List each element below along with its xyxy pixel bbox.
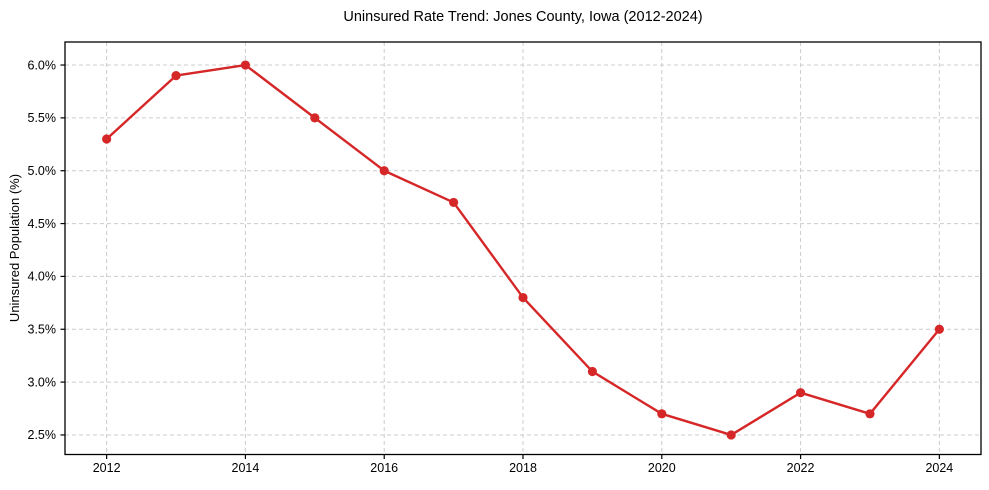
y-tick-label: 4.5% bbox=[28, 217, 57, 231]
y-tick-label: 3.0% bbox=[28, 375, 57, 389]
y-tick-label: 2.5% bbox=[28, 428, 57, 442]
x-tick-label: 2024 bbox=[925, 461, 953, 475]
y-tick-label: 5.5% bbox=[28, 111, 57, 125]
x-tick-label: 2014 bbox=[232, 461, 260, 475]
x-tick-label: 2016 bbox=[370, 461, 398, 475]
data-point-marker bbox=[102, 134, 112, 144]
series-layer bbox=[102, 60, 944, 440]
x-tick-label: 2012 bbox=[93, 461, 121, 475]
data-point-marker bbox=[587, 366, 597, 377]
data-point-marker bbox=[171, 71, 181, 81]
data-point-marker bbox=[657, 409, 667, 419]
y-tick-label: 3.5% bbox=[28, 323, 57, 337]
grid-layer bbox=[65, 42, 981, 455]
data-point-marker bbox=[865, 409, 875, 419]
data-point-marker bbox=[518, 292, 528, 303]
data-point-marker bbox=[240, 60, 251, 70]
y-tick-label: 5.0% bbox=[28, 164, 57, 178]
x-tick-label: 2022 bbox=[787, 461, 815, 475]
data-point-marker bbox=[449, 197, 459, 208]
tick-layer bbox=[60, 64, 940, 459]
y-tick-label: 4.0% bbox=[28, 270, 57, 284]
x-tick-label: 2018 bbox=[509, 461, 537, 475]
x-tick-label: 2020 bbox=[648, 461, 676, 475]
data-point-marker bbox=[934, 324, 944, 334]
data-point-marker bbox=[795, 388, 806, 398]
data-point-marker bbox=[379, 166, 389, 176]
chart-title: Uninsured Rate Trend: Jones County, Iowa… bbox=[343, 9, 702, 25]
y-tick-label: 6.0% bbox=[28, 58, 57, 72]
data-point-marker bbox=[310, 113, 320, 123]
data-point-marker bbox=[726, 430, 736, 440]
tick-label-layer: 2012 2014 2016 2018 2020 2022 2024 2.5% 3.0% 3.5%… bbox=[28, 58, 954, 475]
y-axis-label: Uninsured Population (%) bbox=[7, 174, 22, 322]
